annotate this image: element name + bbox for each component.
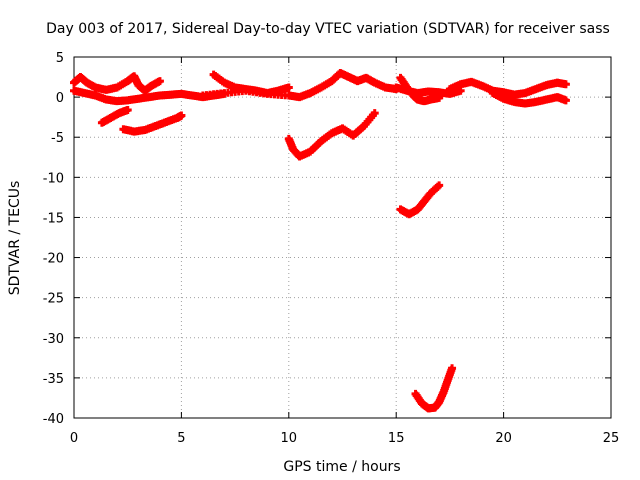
data-point	[177, 111, 186, 120]
y-tick-label: -15	[43, 211, 64, 226]
y-tick-label: -10	[43, 171, 64, 186]
data-point	[155, 77, 164, 86]
chart-title: Day 003 of 2017, Sidereal Day-to-day VTE…	[46, 21, 610, 37]
x-tick-label: 5	[177, 431, 185, 446]
y-tick-label: -35	[43, 372, 64, 387]
data-point	[370, 109, 379, 118]
y-axis-label: SDTVAR / TECUs	[7, 181, 23, 296]
data-point	[561, 80, 570, 89]
plot-frame	[73, 56, 612, 419]
y-tick-label: 5	[56, 51, 64, 66]
grid-lines	[74, 57, 611, 418]
y-tick-label: -30	[43, 332, 64, 347]
x-axis-label: GPS time / hours	[283, 459, 400, 475]
data-point	[561, 96, 570, 105]
x-tick-label: 25	[603, 431, 620, 446]
x-tick-label: 0	[70, 431, 78, 446]
x-tick-label: 10	[281, 431, 298, 446]
data-point	[123, 105, 132, 114]
y-tick-label: 0	[56, 91, 64, 106]
y-tick-label: -5	[51, 131, 64, 146]
x-tick-label: 15	[388, 431, 405, 446]
data-point	[284, 83, 293, 92]
y-tick-label: -25	[43, 292, 64, 307]
x-tick-label: 20	[495, 431, 512, 446]
y-tick-label: -40	[43, 412, 64, 427]
axis-ticks: 0 5 10 15 20 25 5 0 -5 -10 -15 -20 -25 -30 -35 -40	[43, 51, 620, 446]
data-point	[448, 364, 457, 373]
y-tick-label: -20	[43, 252, 64, 267]
data-points	[70, 69, 570, 413]
data-point	[435, 181, 444, 190]
